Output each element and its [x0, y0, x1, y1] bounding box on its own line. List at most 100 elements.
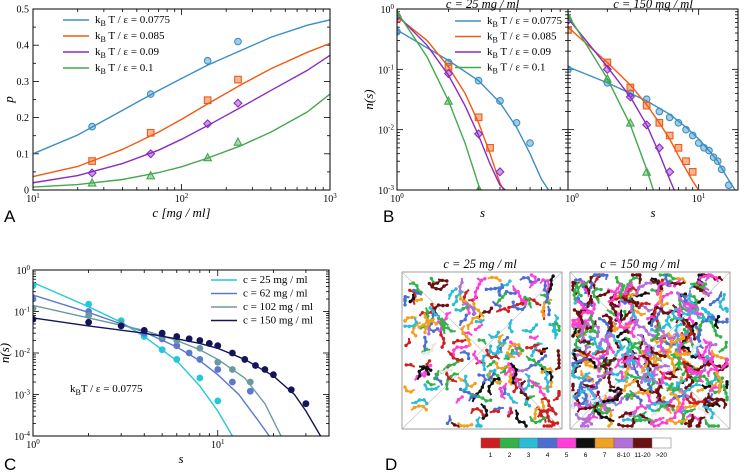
data-point	[655, 107, 664, 116]
cluster-bead	[608, 332, 612, 337]
colorbar-label: >20	[656, 452, 667, 459]
cluster-bead	[588, 329, 592, 334]
cluster-bead	[673, 307, 678, 312]
cluster-bead	[683, 299, 688, 303]
cluster-bead	[683, 292, 688, 296]
cluster-bead	[468, 342, 472, 347]
cluster-bead	[433, 376, 437, 381]
cluster-bead	[521, 387, 525, 392]
cluster-bead	[536, 277, 541, 282]
cluster-bead	[421, 351, 426, 356]
data-point	[512, 118, 521, 127]
cluster-bead	[725, 309, 729, 313]
cluster-bead	[671, 404, 676, 408]
cluster-bead	[548, 322, 552, 327]
cluster-bead	[577, 320, 582, 324]
legend-label: kB T / ε = 0.085	[95, 30, 165, 44]
cluster-bead	[627, 342, 632, 346]
cluster-bead	[725, 380, 729, 384]
cluster-bead	[628, 411, 633, 416]
cluster-bead	[596, 390, 600, 394]
colorbar-label: 7	[603, 452, 607, 459]
data-point	[486, 143, 494, 152]
colorbar-label: 6	[584, 452, 588, 459]
cluster-bead	[428, 306, 432, 310]
cluster-bead	[692, 337, 697, 341]
cluster-bead	[524, 424, 528, 428]
cluster-bead	[700, 297, 705, 301]
cluster-bead	[598, 366, 602, 371]
cluster-bead	[595, 402, 600, 406]
cluster-bead	[489, 306, 494, 310]
cluster-bead	[498, 387, 502, 391]
cluster-bead	[621, 353, 625, 357]
cluster-bead	[473, 381, 477, 386]
cluster-bead	[511, 380, 515, 385]
cluster-bead	[510, 329, 514, 334]
cluster-bead	[458, 387, 463, 392]
cluster-bead	[672, 370, 676, 374]
cluster-bead	[485, 348, 489, 352]
cluster-bead	[622, 388, 626, 393]
data-point	[88, 157, 96, 165]
cluster-bead	[624, 322, 628, 326]
y-tick-label: 0.4	[17, 41, 30, 52]
cluster-bead	[679, 376, 684, 380]
y-tick-label: 0.2	[17, 113, 30, 124]
data-point	[228, 378, 236, 386]
cluster-bead	[685, 324, 689, 329]
cluster-bead	[635, 291, 639, 295]
data-point	[269, 371, 277, 379]
cluster-bead	[659, 286, 664, 291]
cluster-bead	[511, 300, 515, 304]
cluster-bead	[571, 318, 575, 323]
cluster-bead	[435, 327, 440, 331]
cluster-bead	[671, 388, 676, 392]
cluster-bead	[462, 299, 467, 303]
colorbar-label: 11-20	[634, 452, 651, 459]
y-axis-label: n(s)	[361, 89, 376, 109]
cluster-bead	[574, 278, 578, 282]
cluster-bead	[496, 409, 501, 414]
cluster-bead	[682, 408, 687, 413]
cluster-bead	[616, 334, 620, 339]
cluster-bead	[487, 372, 492, 376]
cluster-bead	[596, 374, 601, 379]
cluster-bead	[574, 396, 578, 401]
cluster-bead	[646, 382, 651, 386]
cluster-bead	[573, 301, 577, 305]
cluster-bead	[493, 368, 497, 373]
cluster-bead	[663, 354, 667, 358]
cluster-bead	[632, 415, 636, 419]
cluster-bead	[423, 383, 427, 387]
data-point	[496, 97, 504, 105]
panel-label-a: A	[4, 207, 16, 226]
snapshot-left-diag2	[401, 271, 563, 430]
cluster-bead	[622, 284, 626, 288]
cluster-bead	[685, 394, 690, 398]
cluster-bead	[606, 289, 611, 294]
cluster-bead	[472, 311, 477, 316]
cluster-bead	[662, 396, 666, 400]
snapshot-right-clusters	[571, 273, 729, 428]
cluster-bead	[586, 301, 591, 305]
data-point	[234, 75, 242, 84]
cluster-bead	[682, 360, 686, 365]
panel-d: c = 25 mg / ml c = 150 mg / ml 1 2 3 4 5 6 7 8-…	[385, 257, 731, 474]
cluster-bead	[714, 342, 718, 347]
cluster-bead	[617, 422, 621, 427]
cluster-bead	[494, 361, 499, 366]
cluster-bead	[571, 406, 575, 410]
cluster-bead	[436, 320, 441, 324]
cluster-bead	[645, 348, 649, 352]
data-point	[642, 101, 651, 110]
cluster-bead	[616, 312, 621, 316]
cluster-bead	[697, 280, 701, 284]
cluster-bead	[593, 365, 598, 369]
cluster-bead	[608, 388, 612, 392]
cluster-bead	[664, 273, 669, 277]
cluster-bead	[687, 424, 691, 428]
colorbar-swatch	[499, 437, 520, 449]
data-point	[682, 157, 690, 166]
data-point	[655, 118, 664, 127]
